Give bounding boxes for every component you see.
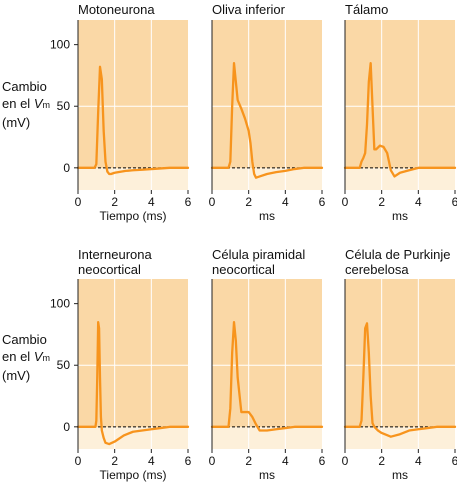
- x-tick-label: 2: [111, 454, 118, 468]
- panel-title: Motoneurona: [78, 2, 155, 17]
- action-potential-trace: [210, 61, 324, 179]
- x-tick-label: 0: [342, 454, 349, 468]
- x-tick-label: 0: [75, 454, 82, 468]
- panel-title: Célula piramidal neocortical: [212, 247, 305, 277]
- y-tick-label: 0: [63, 420, 70, 434]
- x-tick-label: 4: [148, 454, 155, 468]
- y-label-line2: en el Vm: [2, 96, 50, 111]
- action-potential-trace: [343, 61, 457, 178]
- panel-celula-piramidal-neocortical: Célula piramidal neocortical 0 2 4 6 ms: [209, 247, 326, 482]
- bottom-band: [345, 427, 455, 449]
- x-axis-label: ms: [392, 209, 408, 223]
- x-tick-label: 0: [209, 454, 216, 468]
- panel-celula-de-purkinje-cerebelosa: Célula de Purkinje cerebelosa 0 2 4 6 ms: [342, 247, 457, 482]
- x-tick-label: 0: [75, 195, 82, 209]
- bottom-band: [345, 168, 455, 190]
- x-tick-label: 2: [111, 195, 118, 209]
- x-tick-label: 0: [342, 195, 349, 209]
- x-tick-label: 2: [378, 195, 385, 209]
- action-potential-trace: [343, 322, 457, 438]
- bottom-band: [212, 427, 322, 449]
- x-ticks: 0 2 4 6: [209, 449, 326, 468]
- x-tick-label: 2: [245, 195, 252, 209]
- x-tick-label: 6: [185, 195, 192, 209]
- panel-talamo: Tálamo 0 2 4 6 ms: [342, 2, 457, 223]
- x-tick-label: 6: [452, 454, 457, 468]
- y-label-line3: (mV): [2, 368, 31, 383]
- x-ticks: 0 2 4 6: [342, 190, 457, 209]
- gridlines: [345, 20, 455, 190]
- y-label-line2: en el Vm: [2, 349, 50, 364]
- x-tick-label: 6: [452, 195, 457, 209]
- x-axis-label: Tiempo (ms): [100, 209, 167, 223]
- panel-interneurona-neocortical: Interneurona neocortical 0 2 4 6 Tiempo (ms)…: [50, 247, 192, 482]
- x-ticks: 0 2 4 6: [342, 449, 457, 468]
- top-band: [212, 20, 322, 168]
- x-ticks: 0 2 4 6: [75, 449, 192, 468]
- x-tick-label: 4: [282, 454, 289, 468]
- y-axis-label-bottom: Cambio en el Vm (mV): [2, 331, 50, 384]
- y-label-line1: Cambio: [2, 332, 47, 347]
- y-ticks: 0 50 100: [50, 297, 78, 434]
- action-potential-trace: [76, 320, 190, 446]
- y-label-line3: (mV): [2, 115, 31, 130]
- y-label-line1: Cambio: [2, 79, 47, 94]
- panel-title: Interneurona neocortical: [78, 247, 152, 277]
- gridlines: [212, 279, 322, 449]
- x-axis-label: ms: [259, 468, 275, 482]
- x-tick-label: 6: [319, 195, 326, 209]
- x-tick-label: 2: [245, 454, 252, 468]
- x-tick-label: 2: [378, 454, 385, 468]
- action-potential-trace: [76, 65, 190, 176]
- y-tick-label: 0: [63, 161, 70, 175]
- x-tick-label: 6: [185, 454, 192, 468]
- top-band: [212, 279, 322, 427]
- top-band: [78, 20, 188, 168]
- x-tick-label: 4: [415, 454, 422, 468]
- x-axis-label: ms: [392, 468, 408, 482]
- y-tick-label: 50: [57, 358, 71, 372]
- x-tick-label: 6: [319, 454, 326, 468]
- action-potential-trace: [210, 320, 324, 432]
- x-ticks: 0 2 4 6: [75, 190, 192, 209]
- panel-motoneurona: Motoneurona 0 2 4 6 Tiempo (ms) 0 50 100: [50, 2, 192, 223]
- top-band: [78, 279, 188, 427]
- panel-title: Tálamo: [345, 2, 388, 17]
- x-tick-label: 4: [282, 195, 289, 209]
- x-tick-label: 4: [148, 195, 155, 209]
- y-tick-label: 50: [57, 99, 71, 113]
- y-tick-label: 100: [50, 297, 70, 311]
- x-axis-label: Tiempo (ms): [100, 468, 167, 482]
- top-band: [345, 20, 455, 168]
- x-tick-label: 4: [415, 195, 422, 209]
- panel-oliva-inferior: Oliva inferior 0 2 4 6 ms: [209, 2, 326, 223]
- y-ticks: 0 50 100: [50, 38, 78, 175]
- x-ticks: 0 2 4 6: [209, 190, 326, 209]
- gridlines: [212, 20, 322, 190]
- bottom-band: [212, 168, 322, 190]
- x-axis-label: ms: [259, 209, 275, 223]
- x-tick-label: 0: [209, 195, 216, 209]
- panel-title: Oliva inferior: [212, 2, 286, 17]
- gridlines: [78, 20, 188, 190]
- y-tick-label: 100: [50, 38, 70, 52]
- y-axis-label-top: Cambio en el Vm (mV): [2, 78, 50, 131]
- bottom-band: [78, 427, 188, 449]
- panel-title: Célula de Purkinje cerebelosa: [345, 247, 451, 277]
- bottom-band: [78, 168, 188, 190]
